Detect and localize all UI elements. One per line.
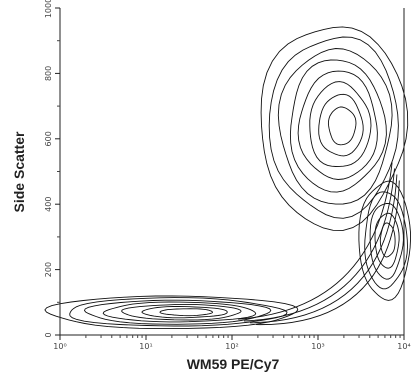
contour-line: [83, 299, 272, 325]
contour-line: [102, 301, 257, 323]
x-axis-label: WM59 PE/Cy7: [187, 356, 280, 372]
contour-line: [277, 48, 393, 205]
x-tick-label: 10³: [311, 342, 324, 351]
contour-line: [238, 162, 393, 320]
y-tick-label: 1000: [44, 0, 53, 18]
y-axis-label: Side Scatter: [11, 131, 27, 212]
x-tick-label: 10⁴: [397, 342, 410, 351]
contour-line: [379, 222, 396, 258]
x-tick-label: 10²: [225, 342, 238, 351]
y-tick-label: 200: [44, 262, 53, 277]
y-tick-label: 0: [44, 332, 53, 337]
contour-line: [309, 81, 372, 167]
contour-line: [358, 180, 411, 301]
y-tick-label: 600: [44, 131, 53, 146]
axes: [55, 7, 405, 340]
contour-line: [297, 70, 378, 180]
x-tick-label: 10¹: [139, 342, 152, 351]
contour-line: [289, 59, 387, 193]
contour-line: [268, 36, 399, 219]
contour-line: [327, 106, 357, 146]
contour-line: [44, 295, 299, 330]
contour-lines: [44, 26, 411, 330]
contour-line: [374, 212, 400, 269]
x-tick-label: 10⁰: [53, 342, 66, 351]
contour-line: [244, 168, 395, 322]
y-tick-label: 400: [44, 197, 53, 212]
contour-line: [256, 180, 400, 326]
tick-labels: 10⁰ 10¹ 10² 10³ 10⁴ 0 200 400 600 800 1000: [44, 0, 411, 351]
y-tick-label: 800: [44, 66, 53, 81]
contour-line: [69, 297, 288, 327]
contour-line: [318, 93, 364, 157]
contour-line: [364, 191, 408, 290]
contour-line: [121, 303, 242, 321]
contour-line: [159, 308, 213, 317]
contour-line: [260, 26, 409, 231]
contour-line: [250, 174, 398, 324]
contour-line: [141, 306, 228, 319]
